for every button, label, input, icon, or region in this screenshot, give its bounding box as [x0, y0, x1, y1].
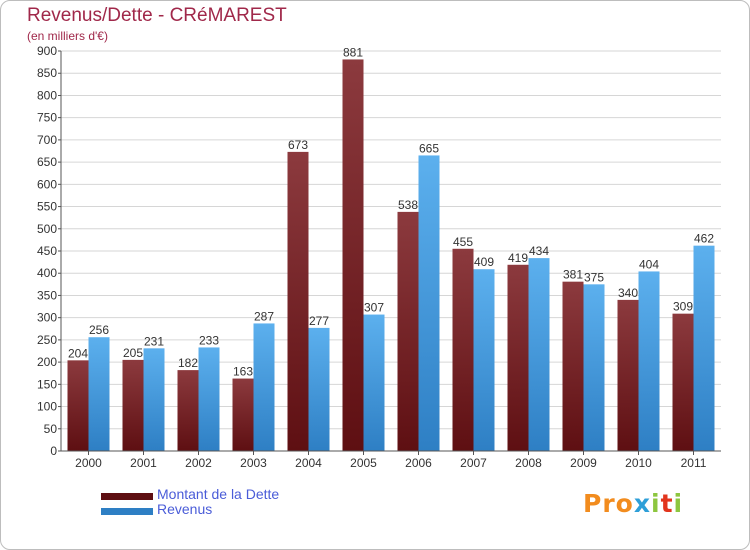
- data-label-dette: 204: [68, 346, 88, 360]
- data-label-dette: 538: [398, 198, 418, 212]
- y-tick-label: 600: [37, 177, 57, 191]
- bar-revenus: [143, 348, 165, 451]
- bar-dette: [287, 151, 309, 451]
- y-tick-label: 900: [37, 44, 57, 58]
- bar-revenus: [418, 155, 440, 451]
- axis-layer: 0 50 100 150 200 250 300 350 400 450 500 550 600 650 7…: [37, 44, 721, 470]
- x-tick-label: 2009: [570, 456, 597, 470]
- y-tick-label: 0: [50, 444, 57, 458]
- y-tick-label: 350: [37, 288, 57, 302]
- y-tick-label: 100: [37, 400, 57, 414]
- logo-letter: i: [651, 489, 661, 518]
- y-tick-label: 450: [37, 244, 57, 258]
- data-label-dette: 163: [233, 365, 253, 379]
- bar-revenus: [473, 269, 495, 451]
- bar-dette: [562, 281, 584, 451]
- x-tick-label: 2001: [130, 456, 157, 470]
- data-label-revenus: 375: [584, 270, 604, 284]
- y-tick-label: 200: [37, 355, 57, 369]
- bar-revenus: [638, 271, 660, 451]
- bar-dette: [397, 211, 419, 451]
- y-tick-label: 250: [37, 333, 57, 347]
- data-label-revenus: 277: [309, 314, 329, 328]
- x-tick-label: 2002: [185, 456, 212, 470]
- legend-label-dette: Montant de la Dette: [157, 486, 280, 502]
- data-label-dette: 455: [453, 235, 473, 249]
- y-tick-label: 500: [37, 222, 57, 236]
- y-tick-label: 400: [37, 266, 57, 280]
- chart-title: Revenus/Dette - CRéMAREST: [27, 5, 287, 26]
- data-label-revenus: 409: [474, 255, 494, 269]
- data-label-dette: 381: [563, 268, 583, 282]
- data-label-dette: 881: [343, 45, 363, 59]
- y-tick-label: 850: [37, 66, 57, 80]
- y-tick-label: 800: [37, 88, 57, 102]
- data-label-dette: 182: [178, 356, 198, 370]
- bar-dette: [67, 360, 89, 451]
- data-label-revenus: 256: [89, 323, 109, 337]
- x-tick-label: 2000: [75, 456, 102, 470]
- bar-revenus: [693, 245, 715, 451]
- data-label-revenus: 434: [529, 244, 549, 258]
- data-label-revenus: 233: [199, 333, 219, 347]
- bar-dette: [617, 299, 639, 451]
- bar-dette: [177, 370, 199, 451]
- data-label-dette: 419: [508, 251, 528, 265]
- data-label-dette: 205: [123, 346, 143, 360]
- data-label-dette: 673: [288, 138, 308, 152]
- y-tick-label: 150: [37, 377, 57, 391]
- logo-letter: x: [633, 489, 651, 518]
- bar-revenus: [253, 323, 275, 451]
- logo-letter: r: [602, 489, 616, 518]
- data-label-revenus: 462: [694, 232, 714, 246]
- x-tick-label: 2011: [681, 456, 707, 470]
- logo-letter: i: [673, 489, 684, 518]
- y-tick-label: 650: [37, 155, 57, 169]
- bar-dette: [342, 59, 364, 451]
- bar-dette: [122, 359, 144, 451]
- data-label-dette: 309: [673, 300, 693, 314]
- x-tick-label: 2004: [295, 456, 322, 470]
- legend-label-revenus: Revenus: [157, 501, 213, 517]
- data-label-revenus: 231: [144, 334, 164, 348]
- x-tick-label: 2007: [460, 456, 487, 470]
- y-tick-label: 750: [37, 111, 57, 125]
- bar-revenus: [88, 337, 110, 451]
- x-tick-label: 2008: [515, 456, 542, 470]
- bar-dette: [672, 313, 694, 451]
- y-tick-label: 50: [44, 422, 58, 436]
- bar-revenus: [308, 327, 330, 451]
- data-label-revenus: 287: [254, 309, 274, 323]
- bar-dette: [232, 378, 254, 451]
- bar-revenus: [528, 258, 550, 451]
- x-tick-label: 2003: [240, 456, 267, 470]
- legend-swatch-revenus: [101, 508, 153, 515]
- data-label-dette: 340: [618, 286, 638, 300]
- x-tick-label: 2005: [350, 456, 377, 470]
- logo-letter: P: [583, 489, 603, 518]
- data-label-revenus: 665: [419, 141, 439, 155]
- logo-letter: t: [660, 489, 674, 518]
- data-label-revenus: 404: [639, 257, 659, 271]
- bar-revenus: [363, 314, 385, 451]
- proxiti-logo: Proxiti: [583, 489, 683, 518]
- legend-swatch-dette: [101, 493, 153, 500]
- logo-letter: o: [615, 489, 634, 518]
- y-tick-label: 700: [37, 133, 57, 147]
- bar-revenus: [198, 347, 220, 451]
- bar-revenus: [583, 284, 605, 451]
- chart-subtitle: (en milliers d'€): [27, 29, 108, 43]
- x-tick-label: 2010: [625, 456, 652, 470]
- grid-layer: [61, 50, 721, 430]
- bar-dette: [507, 264, 529, 451]
- y-tick-label: 550: [37, 200, 57, 214]
- bars-layer: [67, 59, 715, 451]
- bar-dette: [452, 248, 474, 451]
- data-label-revenus: 307: [364, 301, 384, 315]
- x-tick-label: 2006: [405, 456, 432, 470]
- y-tick-label: 300: [37, 311, 57, 325]
